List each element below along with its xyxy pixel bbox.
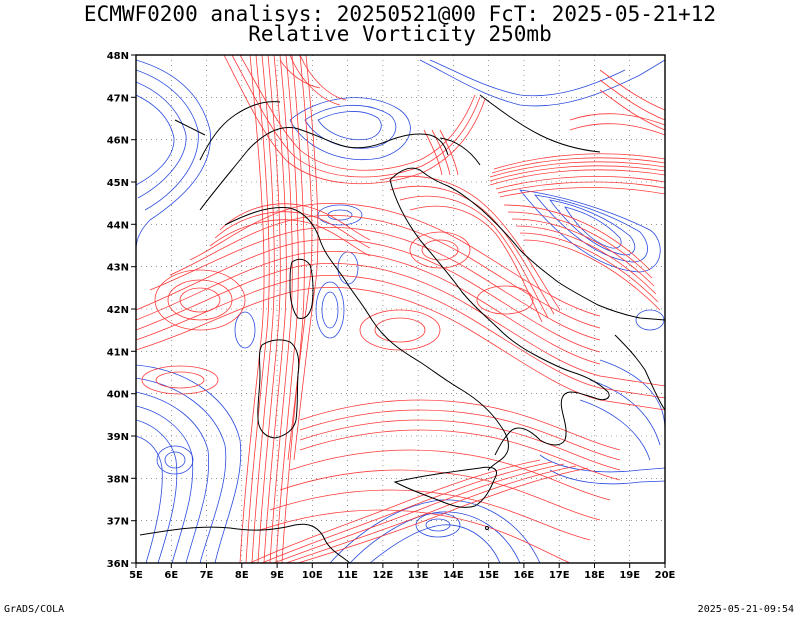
lat-label: 36N <box>107 559 129 570</box>
graticule <box>136 55 665 563</box>
lon-label: 9E <box>270 570 284 581</box>
lon-label: 7E <box>200 570 214 581</box>
lon-label: 14E <box>443 570 464 581</box>
positive-vorticity-contours <box>136 55 665 563</box>
map-title: ECMWF0200 analisys: 20250521@00 FcT: 202… <box>83 2 717 26</box>
lat-label: 37N <box>107 517 129 528</box>
lon-label: 11E <box>337 570 358 581</box>
lat-label: 38N <box>107 474 129 485</box>
render-timestamp: 2025-05-21-09:54 <box>697 604 794 615</box>
lon-label: 12E <box>373 570 394 581</box>
lon-label: 6E <box>164 570 178 581</box>
lat-tick-labels: 48N 47N 46N 45N 44N 43N 42N 41N 40N 39N … <box>107 51 129 570</box>
lat-label: 45N <box>107 178 129 189</box>
lon-label: 17E <box>549 570 570 581</box>
lon-label: 16E <box>514 570 535 581</box>
lon-label: 13E <box>408 570 429 581</box>
map-subtitle: Relative Vorticity 250mb <box>248 22 552 46</box>
lat-label: 42N <box>107 305 129 316</box>
lat-label: 39N <box>107 432 129 443</box>
tick-marks <box>131 54 666 568</box>
lon-tick-labels: 5E 6E 7E 8E 9E 10E 11E 12E 13E 14E 15E 1… <box>129 570 675 581</box>
lat-label: 43N <box>107 263 129 274</box>
lon-label: 5E <box>129 570 143 581</box>
coastlines <box>139 94 665 563</box>
lon-label: 15E <box>478 570 499 581</box>
lon-label: 8E <box>235 570 249 581</box>
lat-label: 44N <box>107 220 129 231</box>
lon-label: 19E <box>619 570 640 581</box>
software-credit: GrADS/COLA <box>4 604 65 615</box>
lon-label: 10E <box>302 570 323 581</box>
lon-label: 18E <box>584 570 605 581</box>
lat-label: 40N <box>107 390 129 401</box>
lat-label: 46N <box>107 136 129 147</box>
contour-field <box>136 55 665 563</box>
lon-label: 20E <box>655 570 676 581</box>
lat-label: 48N <box>107 51 129 62</box>
lat-label: 47N <box>107 93 129 104</box>
lat-label: 41N <box>107 347 129 358</box>
